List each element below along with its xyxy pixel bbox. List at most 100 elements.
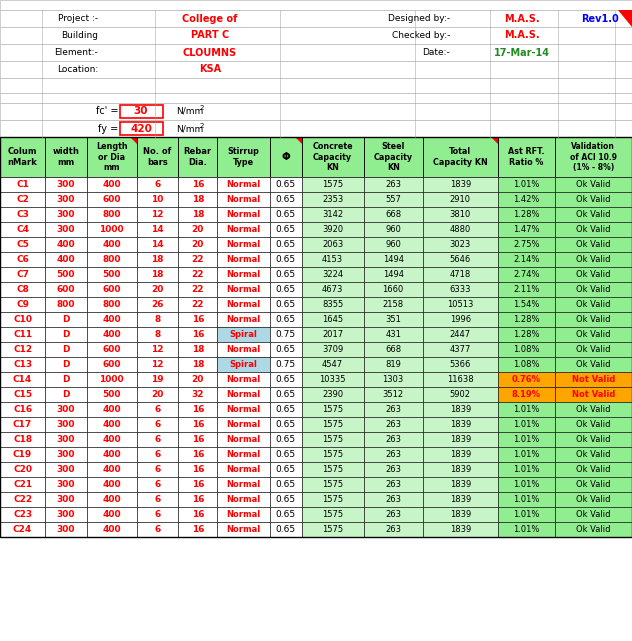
Text: Ok Valid: Ok Valid xyxy=(576,510,611,519)
Text: 300: 300 xyxy=(57,405,75,414)
Bar xyxy=(45,402,87,417)
Text: 300: 300 xyxy=(57,210,75,219)
Text: 0.65: 0.65 xyxy=(276,525,296,534)
Bar xyxy=(87,507,137,522)
Text: 1839: 1839 xyxy=(450,435,471,444)
Text: 8355: 8355 xyxy=(322,300,343,309)
Text: 12: 12 xyxy=(151,360,164,369)
Bar xyxy=(0,222,45,237)
Bar xyxy=(45,177,87,192)
Bar xyxy=(498,252,555,267)
Bar xyxy=(45,477,87,492)
Bar xyxy=(301,282,363,297)
Text: C22: C22 xyxy=(13,495,32,504)
Text: Ok Valid: Ok Valid xyxy=(576,330,611,339)
Text: Ok Valid: Ok Valid xyxy=(576,435,611,444)
Bar xyxy=(217,357,270,372)
Bar xyxy=(87,417,137,432)
Text: 0.65: 0.65 xyxy=(276,210,296,219)
Text: 500: 500 xyxy=(102,390,121,399)
Text: Normal: Normal xyxy=(226,450,260,459)
Bar xyxy=(217,387,270,402)
Text: 400: 400 xyxy=(102,180,121,189)
Bar xyxy=(217,282,270,297)
Bar xyxy=(217,462,270,477)
Text: 0.65: 0.65 xyxy=(276,345,296,354)
Bar xyxy=(217,507,270,522)
Bar xyxy=(137,207,178,222)
Bar xyxy=(270,432,301,447)
Text: Ok Valid: Ok Valid xyxy=(576,480,611,489)
Text: 1.08%: 1.08% xyxy=(513,345,540,354)
Text: 1.01%: 1.01% xyxy=(513,450,540,459)
Text: College of: College of xyxy=(182,13,238,24)
Bar xyxy=(270,447,301,462)
Bar xyxy=(217,477,270,492)
Text: Normal: Normal xyxy=(226,180,260,189)
Bar xyxy=(45,507,87,522)
Bar xyxy=(178,432,217,447)
Bar xyxy=(178,312,217,327)
Text: 400: 400 xyxy=(57,255,75,264)
Text: 18: 18 xyxy=(191,195,204,204)
Bar xyxy=(87,267,137,282)
Text: 2910: 2910 xyxy=(450,195,471,204)
Text: 819: 819 xyxy=(386,360,401,369)
Text: Rebar
Dia.: Rebar Dia. xyxy=(184,147,212,167)
Text: 14: 14 xyxy=(151,240,164,249)
Bar xyxy=(423,237,498,252)
Bar xyxy=(87,207,137,222)
Bar xyxy=(363,507,423,522)
Bar xyxy=(45,522,87,537)
Bar xyxy=(0,417,45,432)
Text: 0.65: 0.65 xyxy=(276,315,296,324)
Text: 263: 263 xyxy=(386,495,401,504)
Text: Normal: Normal xyxy=(226,240,260,249)
Bar xyxy=(498,372,555,387)
Text: 16: 16 xyxy=(191,465,204,474)
Text: 500: 500 xyxy=(57,270,75,279)
Text: 1839: 1839 xyxy=(450,180,471,189)
Text: 6: 6 xyxy=(154,435,161,444)
Text: No. of
bars: No. of bars xyxy=(143,147,172,167)
Bar xyxy=(363,492,423,507)
Bar xyxy=(45,357,87,372)
Text: 3224: 3224 xyxy=(322,270,343,279)
Text: 6: 6 xyxy=(154,420,161,429)
Text: 22: 22 xyxy=(191,300,204,309)
Bar xyxy=(498,222,555,237)
Text: 1575: 1575 xyxy=(322,450,343,459)
Text: Normal: Normal xyxy=(226,225,260,234)
Text: 300: 300 xyxy=(57,480,75,489)
Bar xyxy=(423,492,498,507)
Text: fy =: fy = xyxy=(98,124,118,133)
Text: 3920: 3920 xyxy=(322,225,343,234)
Bar xyxy=(555,372,632,387)
Bar xyxy=(301,207,363,222)
Text: 17-Mar-14: 17-Mar-14 xyxy=(494,47,550,58)
Text: 300: 300 xyxy=(57,510,75,519)
Bar xyxy=(423,267,498,282)
Bar xyxy=(178,177,217,192)
Bar xyxy=(217,237,270,252)
Bar xyxy=(301,252,363,267)
Text: 4153: 4153 xyxy=(322,255,343,264)
Bar xyxy=(555,342,632,357)
Text: 668: 668 xyxy=(385,345,401,354)
Bar xyxy=(45,237,87,252)
Text: 1839: 1839 xyxy=(450,525,471,534)
Bar xyxy=(0,27,632,44)
Bar xyxy=(423,282,498,297)
Bar xyxy=(423,417,498,432)
Text: 3810: 3810 xyxy=(450,210,471,219)
Bar xyxy=(301,297,363,312)
Bar xyxy=(498,387,555,402)
Text: C7: C7 xyxy=(16,270,29,279)
Text: Normal: Normal xyxy=(226,210,260,219)
Bar xyxy=(87,357,137,372)
Text: Ok Valid: Ok Valid xyxy=(576,345,611,354)
Text: 5646: 5646 xyxy=(450,255,471,264)
Bar xyxy=(178,462,217,477)
Text: 300: 300 xyxy=(57,225,75,234)
Text: 1575: 1575 xyxy=(322,180,343,189)
